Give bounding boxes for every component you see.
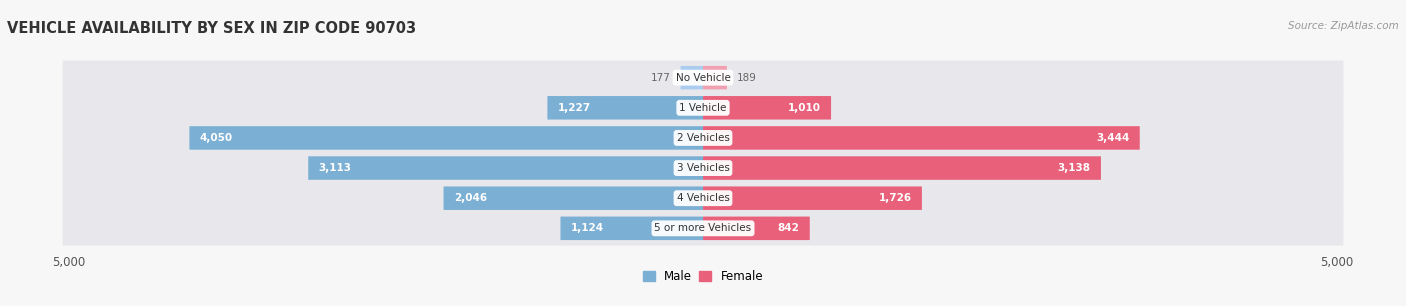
FancyBboxPatch shape (703, 66, 727, 89)
FancyBboxPatch shape (703, 217, 810, 240)
FancyBboxPatch shape (63, 91, 1343, 125)
FancyBboxPatch shape (308, 156, 703, 180)
FancyBboxPatch shape (703, 126, 1140, 150)
FancyBboxPatch shape (703, 186, 922, 210)
Text: 1 Vehicle: 1 Vehicle (679, 103, 727, 113)
FancyBboxPatch shape (703, 156, 1101, 180)
FancyBboxPatch shape (190, 126, 703, 150)
FancyBboxPatch shape (703, 96, 831, 120)
Text: 1,124: 1,124 (571, 223, 603, 233)
Text: 4 Vehicles: 4 Vehicles (676, 193, 730, 203)
FancyBboxPatch shape (443, 186, 703, 210)
FancyBboxPatch shape (681, 66, 703, 89)
Text: 2,046: 2,046 (454, 193, 486, 203)
Text: No Vehicle: No Vehicle (675, 73, 731, 83)
Text: 3,113: 3,113 (318, 163, 352, 173)
Text: 2 Vehicles: 2 Vehicles (676, 133, 730, 143)
FancyBboxPatch shape (63, 181, 1343, 215)
Text: 3 Vehicles: 3 Vehicles (676, 163, 730, 173)
FancyBboxPatch shape (63, 61, 1343, 95)
Text: 189: 189 (737, 73, 756, 83)
Text: 5 or more Vehicles: 5 or more Vehicles (654, 223, 752, 233)
Text: 3,444: 3,444 (1097, 133, 1129, 143)
Text: 177: 177 (651, 73, 671, 83)
Text: 1,010: 1,010 (787, 103, 821, 113)
FancyBboxPatch shape (63, 151, 1343, 185)
Text: 3,138: 3,138 (1057, 163, 1091, 173)
Legend: Male, Female: Male, Female (638, 266, 768, 288)
Text: 1,227: 1,227 (558, 103, 591, 113)
Text: VEHICLE AVAILABILITY BY SEX IN ZIP CODE 90703: VEHICLE AVAILABILITY BY SEX IN ZIP CODE … (7, 21, 416, 36)
FancyBboxPatch shape (63, 211, 1343, 245)
Text: 4,050: 4,050 (200, 133, 232, 143)
Text: Source: ZipAtlas.com: Source: ZipAtlas.com (1288, 21, 1399, 32)
FancyBboxPatch shape (547, 96, 703, 120)
FancyBboxPatch shape (63, 121, 1343, 155)
FancyBboxPatch shape (561, 217, 703, 240)
Text: 842: 842 (778, 223, 800, 233)
Text: 1,726: 1,726 (879, 193, 911, 203)
